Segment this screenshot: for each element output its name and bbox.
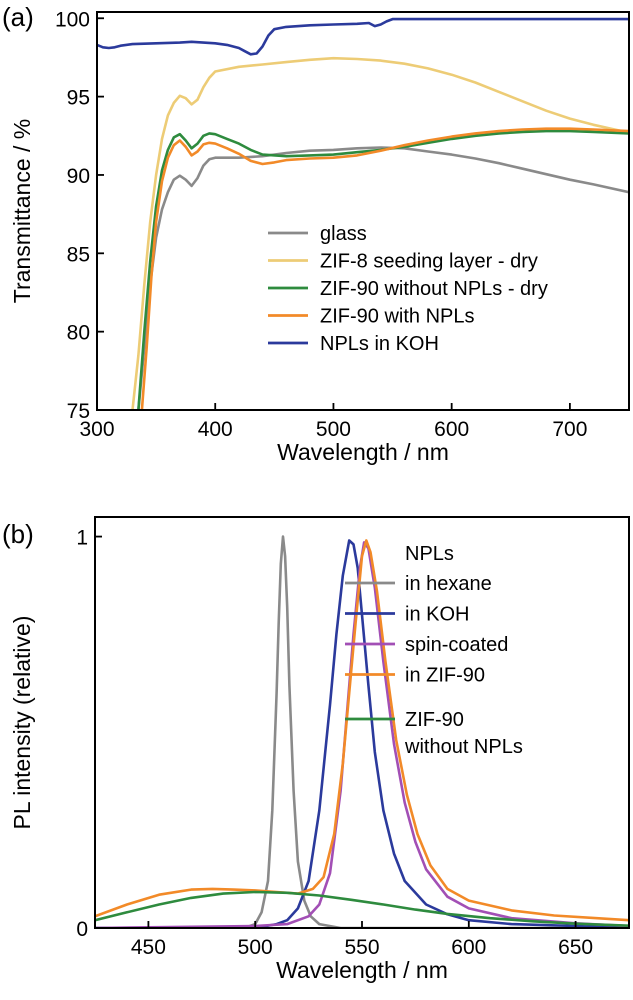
- series-line-zif-90-without-npls: [95, 890, 629, 927]
- legend-entry: NPLs in KOH: [320, 333, 439, 355]
- y-tick-label: 75: [67, 400, 90, 423]
- x-axis-label: Wavelength / nm: [276, 957, 448, 983]
- series-line-npls-in-koh: [97, 17, 629, 56]
- legend: NPLs in hexane in KOH spin-coated in ZIF-90 Z…: [345, 543, 523, 758]
- y-axis-label: PL intensity (relative): [9, 616, 35, 830]
- legend-entry: in hexane: [405, 573, 492, 595]
- x-tick-label: 600: [434, 418, 469, 441]
- panel-label: (a): [2, 2, 34, 32]
- x-tick-label: 650: [558, 936, 593, 959]
- x-tick-label: 700: [552, 418, 587, 441]
- legend-entry: in ZIF-90: [405, 665, 485, 687]
- x-tick-label: 500: [238, 936, 273, 959]
- legend-entry: ZIF-90 with NPLs: [320, 306, 474, 328]
- series-group: [95, 535, 629, 928]
- legend-entry: glass: [320, 223, 367, 245]
- x-tick-label: 300: [79, 418, 114, 441]
- legend-entry: spin-coated: [405, 634, 508, 656]
- legend-title: NPLs: [405, 543, 454, 565]
- y-axis-label: Transmittance / %: [9, 119, 35, 303]
- y-tick-label: 100: [55, 8, 90, 31]
- y-tick-label: 90: [67, 165, 90, 188]
- legend-entry: in KOH: [405, 604, 469, 626]
- y-tick-label: 0: [76, 918, 88, 941]
- y-tick-label: 85: [67, 243, 90, 266]
- legend-entry: ZIF-90 without NPLs: [404, 709, 523, 758]
- panel-label: (b): [2, 519, 34, 549]
- series-line-glass: [137, 146, 629, 410]
- plot-frame: [96, 11, 630, 411]
- x-tick-label: 500: [316, 418, 351, 441]
- series-line-zif-8-seeding-layer---dry: [131, 56, 629, 410]
- x-axis-label: Wavelength / nm: [277, 439, 449, 465]
- series-line-zif-90-without-npls---dry: [137, 129, 629, 410]
- series-line-in-zif-90: [95, 539, 629, 922]
- x-tick-label: 450: [131, 936, 166, 959]
- chart-panel-0: 300 400 500 600 700 75 80 85 90 95 100 Wavelength /…: [2, 2, 630, 465]
- legend-entry: ZIF-8 seeding layer - dry: [320, 251, 538, 273]
- y-tick-label: 95: [67, 87, 90, 110]
- series-line-zif-90-with-npls: [140, 127, 629, 410]
- x-tick-label: 600: [451, 936, 486, 959]
- series-group: [97, 17, 629, 410]
- y-tick-label: 1: [76, 527, 88, 550]
- x-tick-label: 550: [344, 936, 379, 959]
- legend: glass ZIF-8 seeding layer - dry ZIF-90 wit…: [268, 223, 548, 355]
- x-tick-label: 400: [198, 418, 233, 441]
- chart-panel-1: 450 500 550 600 650 0 1 Wavelength / nm PL inten…: [2, 516, 630, 983]
- legend-entry: ZIF-90 without NPLs - dry: [320, 278, 548, 300]
- y-tick-label: 80: [67, 322, 90, 345]
